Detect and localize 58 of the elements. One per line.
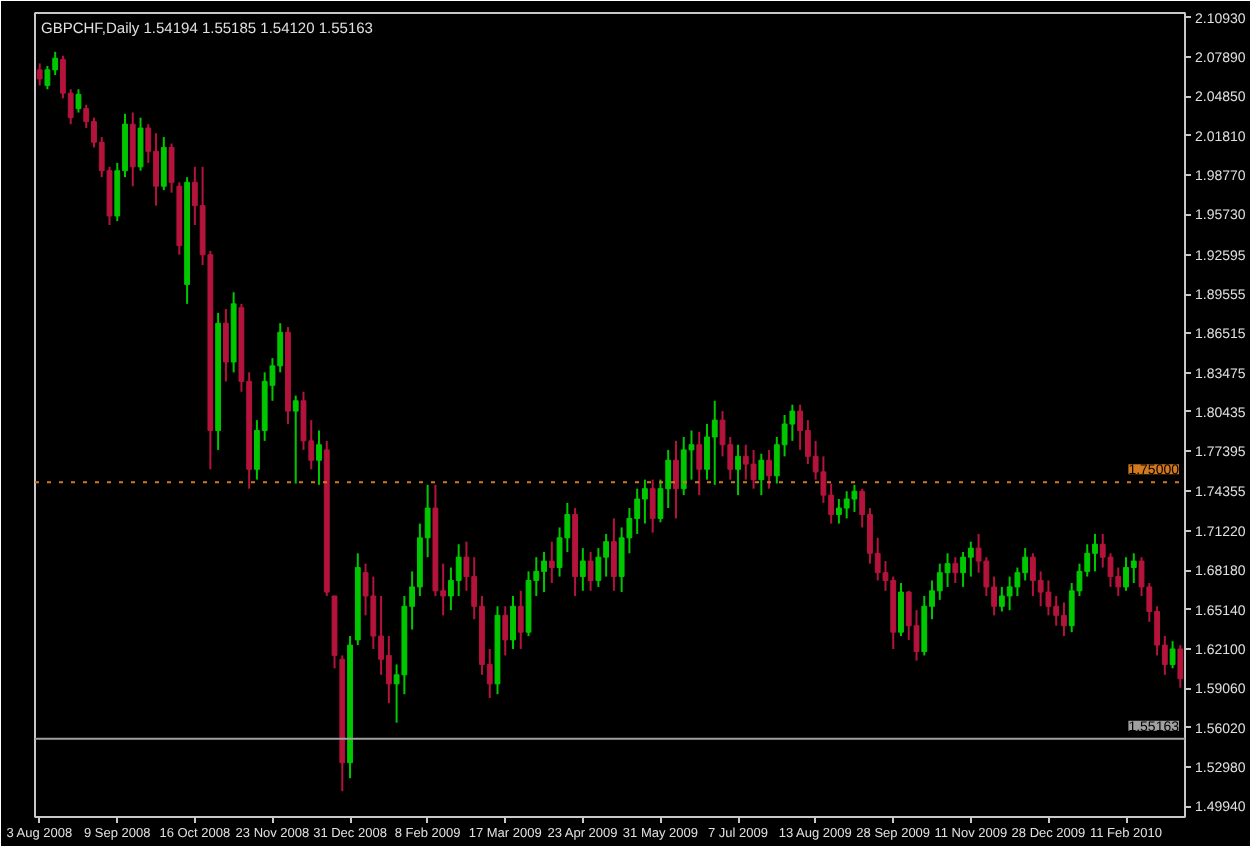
candlestick xyxy=(541,551,547,594)
candlestick xyxy=(1006,575,1013,612)
candlestick xyxy=(967,540,974,578)
candlestick xyxy=(851,483,858,513)
candlestick xyxy=(696,430,703,497)
candlestick xyxy=(316,429,322,486)
candlestick xyxy=(587,551,594,592)
candlestick xyxy=(129,111,136,188)
candlestick xyxy=(1169,640,1176,670)
candlestick xyxy=(222,308,229,383)
candlestick xyxy=(758,452,765,497)
candlestick xyxy=(610,517,617,592)
candlestick xyxy=(75,88,82,114)
candlestick xyxy=(510,594,516,650)
candlestick xyxy=(642,478,648,525)
candlestick xyxy=(742,443,749,481)
candlestick xyxy=(292,394,299,485)
candlestick xyxy=(843,490,850,520)
candlestick xyxy=(960,551,966,588)
candlestick xyxy=(1099,532,1106,569)
candlestick xyxy=(548,540,555,585)
candlestick xyxy=(579,547,586,592)
candlestick xyxy=(1045,579,1052,617)
candlestick xyxy=(898,582,904,638)
candlestick xyxy=(1092,532,1098,573)
candlestick xyxy=(836,498,842,525)
candlestick xyxy=(1177,644,1184,689)
candlestick xyxy=(1130,552,1137,585)
candlestick xyxy=(603,532,610,578)
candlestick xyxy=(680,435,687,497)
candlestick xyxy=(385,635,392,705)
candlestick xyxy=(160,136,167,192)
candlestick xyxy=(766,448,772,490)
candlestick xyxy=(1030,552,1036,597)
candlestick xyxy=(952,556,959,585)
candlestick xyxy=(502,605,509,657)
candlestick xyxy=(153,132,159,207)
candlestick xyxy=(634,487,641,535)
candlestick xyxy=(711,399,718,486)
candlestick xyxy=(1022,547,1029,582)
candlestick xyxy=(595,547,602,588)
candlestick xyxy=(137,116,144,172)
candlestick xyxy=(750,448,757,490)
candlestick xyxy=(1123,556,1129,592)
candlestick xyxy=(735,443,741,497)
candlestick xyxy=(649,478,656,534)
candlestick xyxy=(673,439,679,520)
candlestick xyxy=(704,423,710,481)
candlestick xyxy=(44,65,51,91)
candlestick xyxy=(36,62,43,87)
candlestick xyxy=(1053,594,1060,627)
candlestick xyxy=(1061,601,1067,638)
candlestick xyxy=(455,543,462,597)
candlestick xyxy=(921,594,928,657)
candlestick xyxy=(936,562,943,601)
candlestick xyxy=(998,585,1005,613)
candlestick xyxy=(797,403,804,451)
candlestick xyxy=(517,589,524,650)
